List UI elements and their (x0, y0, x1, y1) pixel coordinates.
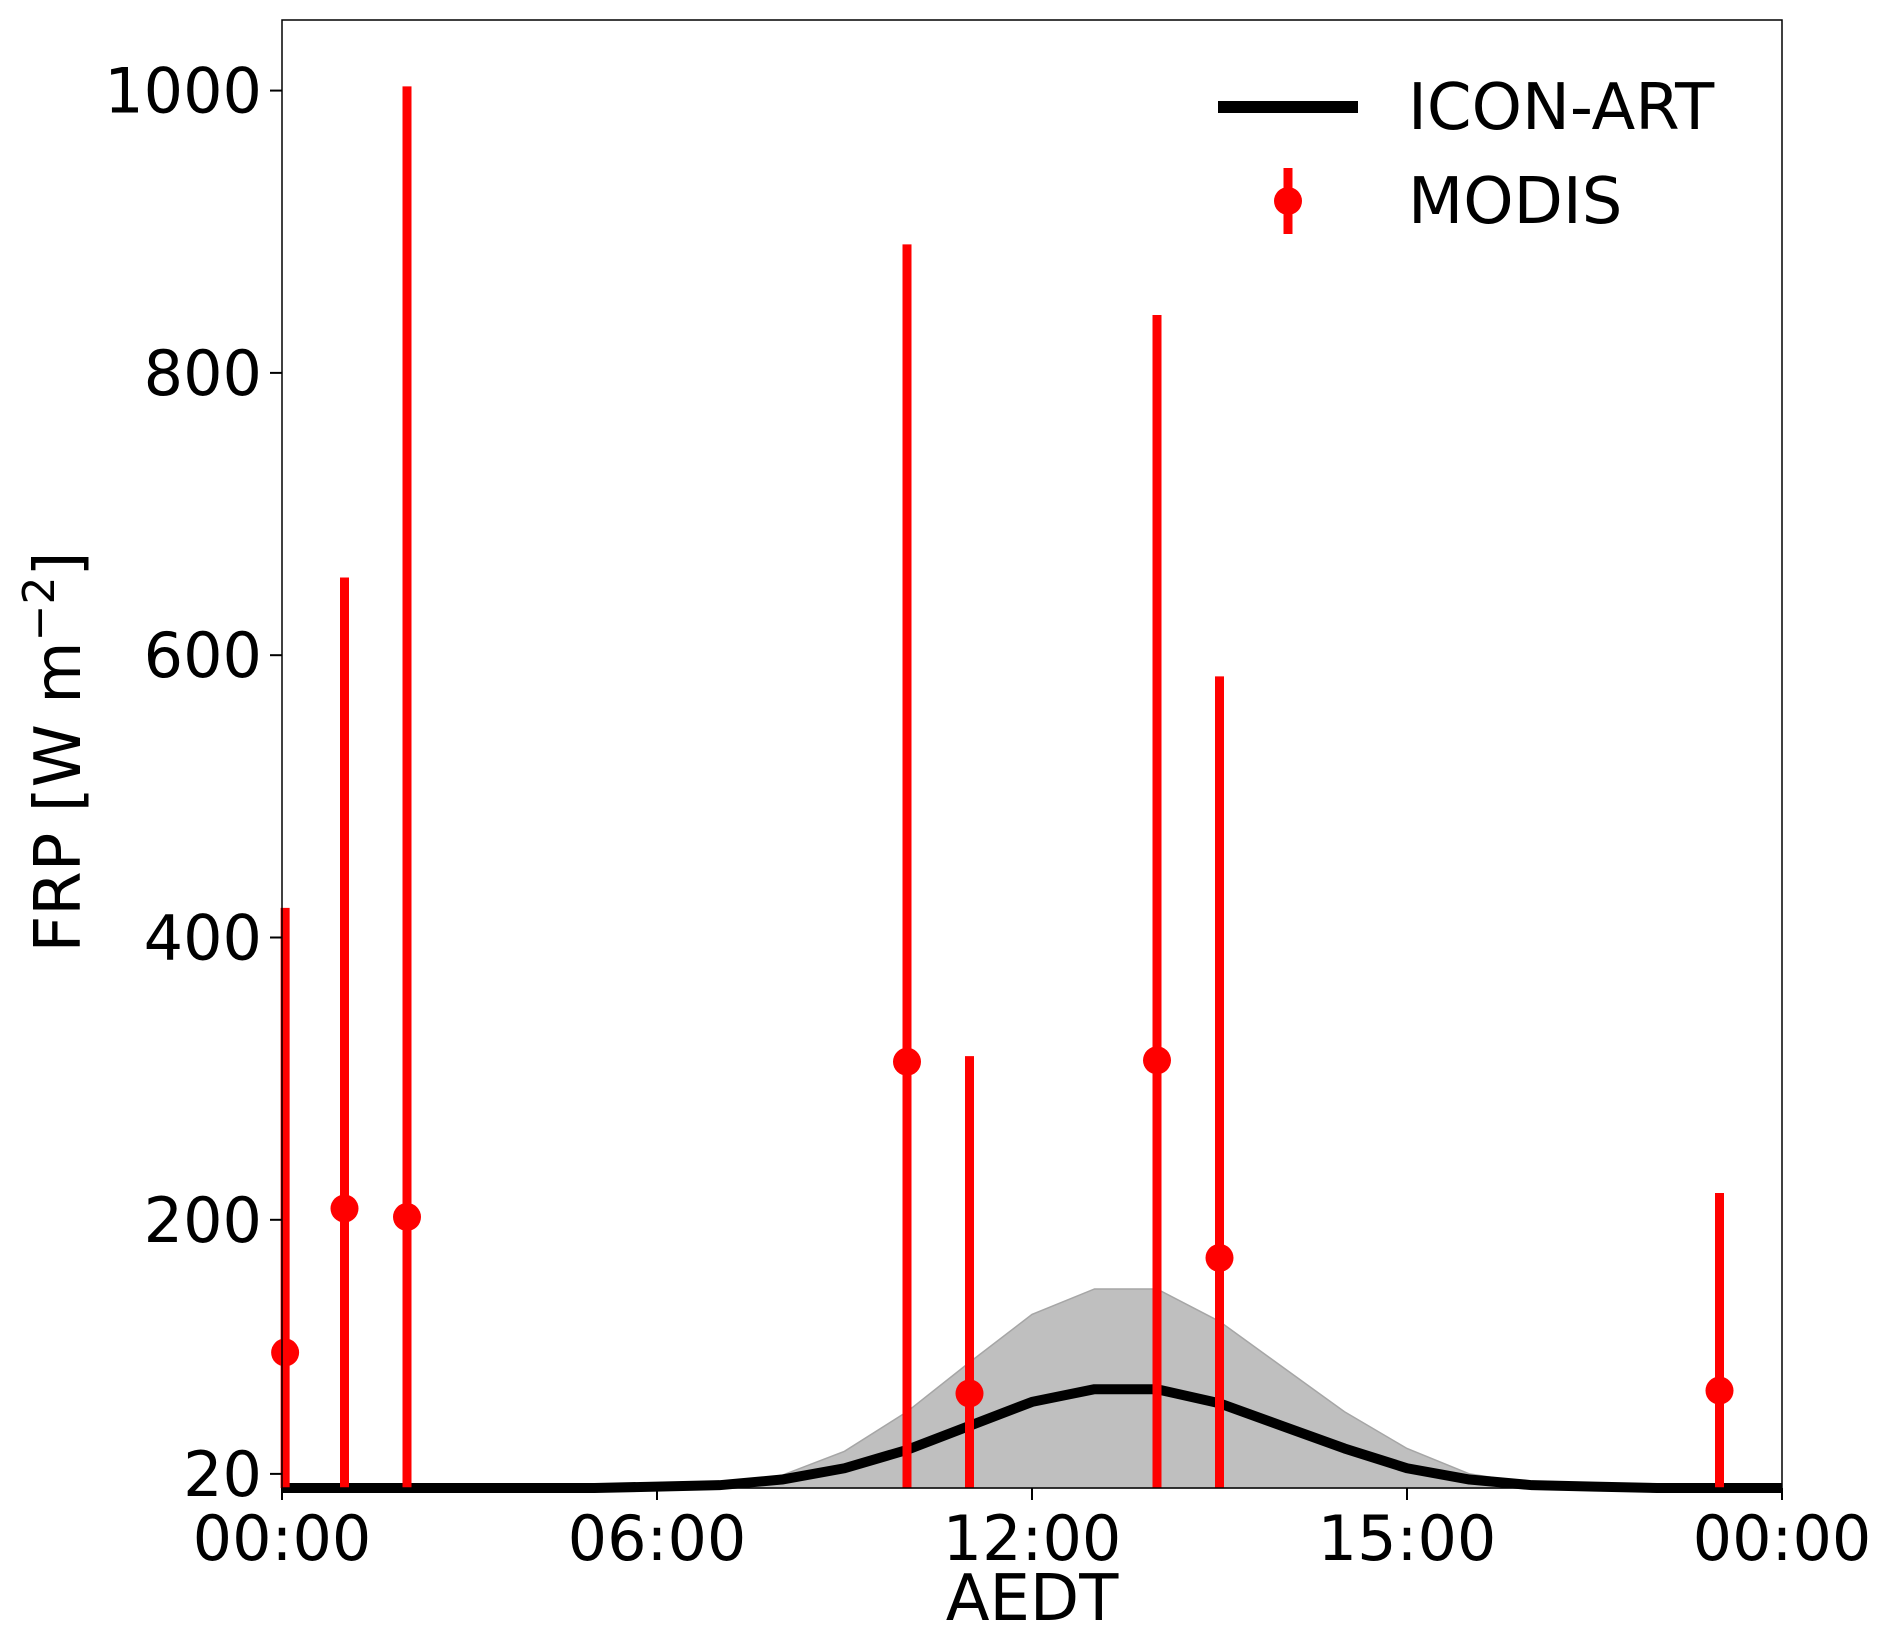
legend-swatch-modis-marker (1274, 187, 1302, 215)
modis-point (330, 1194, 359, 1223)
x-axis-label: AEDT (946, 1562, 1120, 1636)
y-tick-label: 1000 (104, 55, 262, 128)
plot-area (271, 86, 1782, 1493)
icon-art-uncertainty-band (282, 1288, 1782, 1489)
modis-point (1143, 1046, 1171, 1075)
axes: 20 200 400 600 800 1000 00:00 06:00 12:00 15:00 00… (104, 19, 1872, 1575)
legend-label-icon-art: ICON-ART (1408, 71, 1715, 145)
y-tick-label: 600 (144, 619, 262, 692)
legend: ICON-ART MODIS (1218, 71, 1715, 239)
y-axis-label-exponent: −2 (14, 576, 65, 641)
y-tick-label: 400 (144, 902, 262, 975)
x-tick-label: 06:00 (568, 1502, 747, 1575)
x-tick-label: 00:00 (1693, 1502, 1872, 1575)
modis-point (1205, 1243, 1234, 1272)
modis-point (393, 1202, 421, 1231)
legend-label-modis: MODIS (1408, 165, 1622, 239)
x-tick-label: 00:00 (193, 1502, 372, 1575)
y-tick-label: 800 (144, 337, 262, 410)
modis-point (893, 1047, 921, 1076)
y-tick-label: 20 (183, 1438, 262, 1511)
modis-point (271, 1338, 300, 1367)
plot-frame (281, 19, 1783, 1489)
y-axis-label: FRP [W m−2] (14, 552, 96, 953)
modis-point (1705, 1376, 1734, 1405)
x-tick-label: 12:00 (943, 1502, 1122, 1575)
x-tick-label: 15:00 (1318, 1502, 1497, 1575)
y-tick-label: 200 (144, 1184, 262, 1257)
modis-point (955, 1379, 984, 1408)
